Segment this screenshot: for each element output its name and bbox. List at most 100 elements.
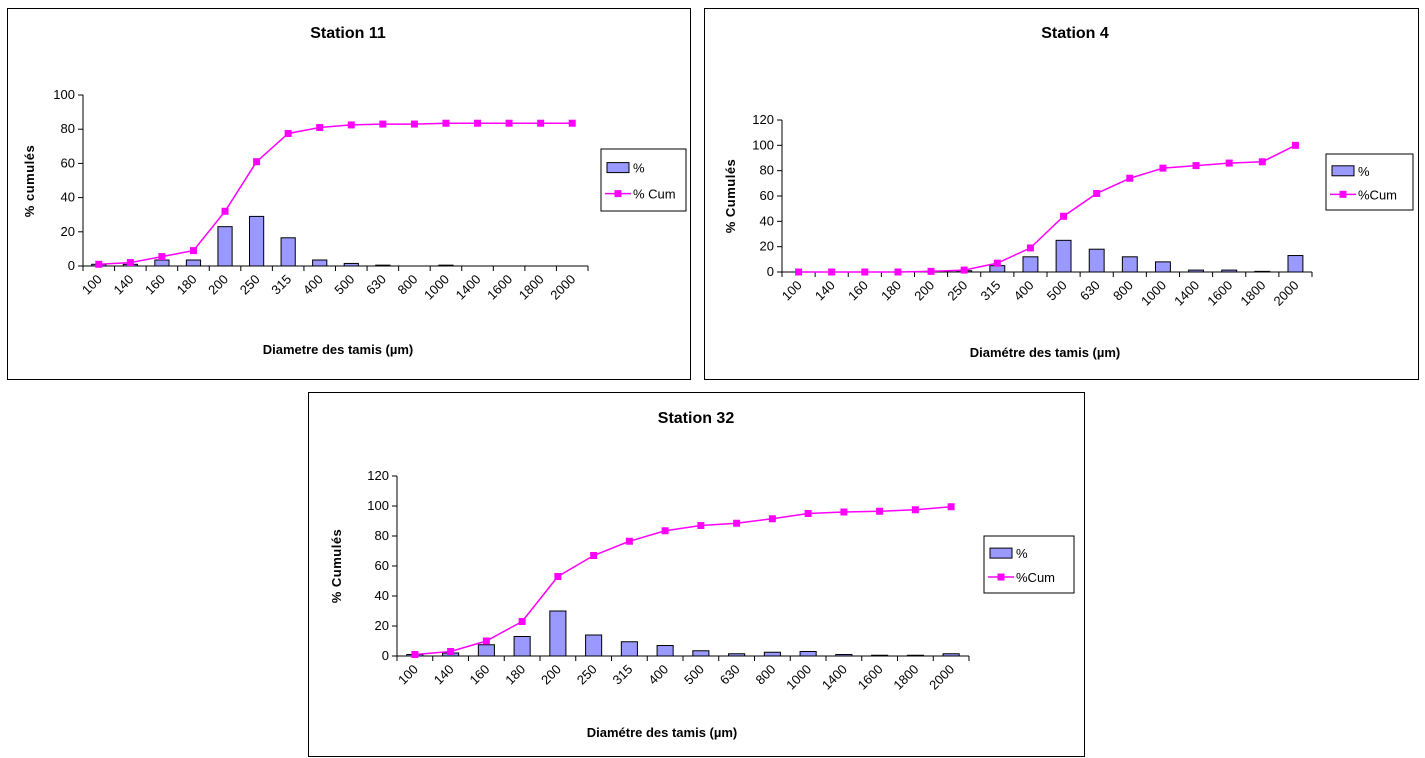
x-axis-title: Diametre des tamis (µm) bbox=[263, 342, 414, 357]
cumulative-point bbox=[927, 267, 935, 275]
cumulative-point bbox=[347, 121, 355, 129]
cumulative-point bbox=[804, 510, 812, 517]
legend-label: % Cum bbox=[633, 187, 676, 202]
cumulative-point bbox=[189, 247, 197, 255]
y-tick-label: 60 bbox=[760, 188, 774, 203]
legend-swatch-marker bbox=[1339, 190, 1347, 198]
x-tick-label: 1400 bbox=[819, 662, 850, 693]
cumulative-point bbox=[1225, 159, 1233, 167]
chart-title: Station 32 bbox=[658, 410, 735, 427]
x-tick-label: 200 bbox=[205, 272, 231, 298]
x-tick-label: 500 bbox=[1044, 278, 1070, 304]
cumulative-point bbox=[126, 259, 134, 267]
cumulative-point bbox=[95, 260, 103, 268]
cumulative-point bbox=[1060, 212, 1068, 220]
y-axis-title: % cumulés bbox=[22, 145, 37, 217]
x-tick-label: 160 bbox=[142, 272, 168, 298]
cumulative-point bbox=[1159, 164, 1167, 172]
legend-label: % bbox=[1358, 164, 1370, 179]
cumulative-point bbox=[1093, 189, 1101, 197]
x-tick-label: 1800 bbox=[1237, 278, 1268, 309]
cumulative-point bbox=[733, 519, 741, 527]
x-tick-label: 140 bbox=[431, 662, 457, 688]
cumulative-point bbox=[1192, 162, 1200, 170]
y-axis-title: % Cumulés bbox=[723, 159, 738, 234]
cumulative-point bbox=[795, 268, 803, 276]
cumulative-point bbox=[568, 119, 576, 127]
x-tick-label: 180 bbox=[174, 272, 200, 298]
x-tick-label: 1000 bbox=[783, 662, 814, 693]
x-tick-label: 315 bbox=[977, 278, 1003, 304]
cumulative-point bbox=[411, 651, 419, 658]
cumulative-point bbox=[505, 119, 513, 127]
bar bbox=[1221, 269, 1238, 273]
cumulative-point bbox=[911, 506, 919, 514]
x-tick-label: 140 bbox=[812, 278, 838, 304]
bar bbox=[217, 226, 233, 267]
legend: % %Cum bbox=[983, 535, 1075, 594]
legend-label: %Cum bbox=[1016, 570, 1055, 585]
bar bbox=[906, 654, 924, 657]
y-tick-label: 80 bbox=[61, 121, 75, 136]
bar bbox=[656, 645, 674, 657]
x-tick-label: 2000 bbox=[926, 662, 957, 693]
x-tick-label: 1600 bbox=[1204, 278, 1235, 309]
bar bbox=[1055, 239, 1072, 273]
chart-panel-station-32: Station 32 0 20 40 60 80 100 120 100 140 160 180 200… bbox=[308, 392, 1085, 757]
y-tick-label: 100 bbox=[752, 137, 774, 152]
bar bbox=[835, 654, 853, 657]
legend-box bbox=[600, 148, 687, 212]
y-tick-label: 0 bbox=[68, 258, 75, 273]
x-tick-label: 500 bbox=[331, 272, 357, 298]
cumulative-point bbox=[894, 268, 902, 276]
bar bbox=[1088, 248, 1105, 273]
bar bbox=[1254, 270, 1271, 273]
legend-box bbox=[1325, 153, 1414, 211]
bar bbox=[871, 654, 889, 657]
chart-svg: Station 32 0 20 40 60 80 100 120 100 140 160 180 200… bbox=[329, 410, 1075, 740]
bar bbox=[375, 264, 391, 267]
x-tick-label: 1000 bbox=[421, 272, 452, 303]
chart-svg: Station 4 0 20 40 60 80 100 120 100 140 160 180 200 2… bbox=[723, 25, 1414, 360]
cumulative-point bbox=[253, 158, 261, 166]
y-axis-title: % Cumulés bbox=[329, 529, 344, 604]
x-tick-label: 400 bbox=[645, 662, 671, 688]
cumulative-point bbox=[661, 527, 669, 535]
x-tick-label: 500 bbox=[681, 662, 707, 688]
legend-swatch-marker bbox=[997, 573, 1005, 581]
bar bbox=[763, 651, 781, 657]
x-tick-label: 1400 bbox=[453, 272, 484, 303]
x-tick-label: 800 bbox=[1110, 278, 1136, 304]
x-tick-label: 160 bbox=[845, 278, 871, 304]
legend: % % Cum bbox=[600, 148, 687, 212]
x-tick-label: 400 bbox=[1011, 278, 1037, 304]
y-tick-label: 60 bbox=[61, 155, 75, 170]
y-tick-label: 120 bbox=[752, 112, 774, 127]
y-tick-label: 20 bbox=[375, 618, 389, 633]
y-tick-label: 80 bbox=[760, 163, 774, 178]
y-tick-label: 0 bbox=[382, 648, 389, 663]
y-tick-label: 0 bbox=[767, 264, 774, 279]
legend-box bbox=[983, 535, 1075, 594]
x-tick-label: 160 bbox=[467, 662, 493, 688]
x-tick-label: 1800 bbox=[516, 272, 547, 303]
x-tick-label: 315 bbox=[610, 662, 636, 688]
cumulative-point bbox=[284, 129, 292, 137]
legend-swatch-marker bbox=[614, 190, 622, 198]
y-tick-label: 80 bbox=[375, 528, 389, 543]
bar bbox=[280, 237, 296, 267]
x-tick-label: 180 bbox=[878, 278, 904, 304]
y-tick-label: 20 bbox=[760, 239, 774, 254]
bar bbox=[248, 215, 265, 267]
cumulative-point bbox=[1258, 158, 1266, 166]
cumulative-point bbox=[1026, 244, 1034, 252]
cumulative-point bbox=[768, 515, 776, 523]
chart-panel-station-11: Station 11 0 20 40 60 80 100 100 140 160 180 200 250… bbox=[7, 8, 691, 380]
bar bbox=[1121, 256, 1138, 273]
bar bbox=[799, 651, 817, 657]
cumulative-point bbox=[518, 618, 526, 625]
x-tick-label: 250 bbox=[944, 278, 970, 304]
y-tick-label: 20 bbox=[61, 224, 75, 239]
x-tick-label: 140 bbox=[111, 272, 137, 298]
